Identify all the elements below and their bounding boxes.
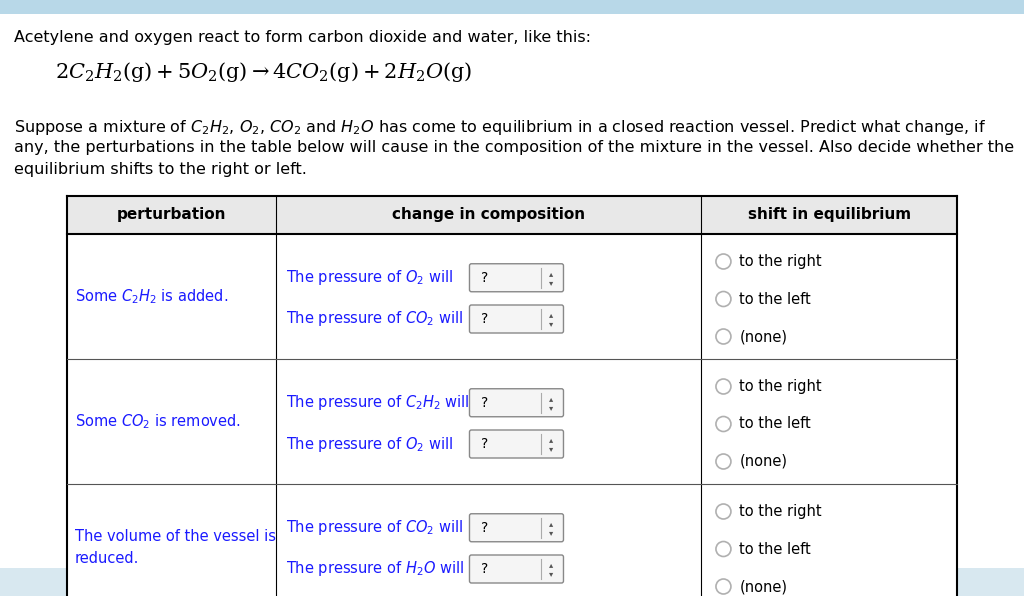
Text: ▾: ▾ [549,528,554,537]
Text: to the right: to the right [739,504,822,519]
FancyBboxPatch shape [469,430,563,458]
FancyBboxPatch shape [469,264,563,292]
Text: (none): (none) [739,454,787,469]
Text: ?: ? [481,521,488,535]
FancyBboxPatch shape [469,305,563,333]
Text: Some $C_2H_2$ is added.: Some $C_2H_2$ is added. [75,287,227,306]
Text: The pressure of $CO_2$ will: The pressure of $CO_2$ will [287,309,464,328]
Bar [67,484,957,596]
Text: ▴: ▴ [549,394,554,403]
Text: ▾: ▾ [549,570,554,579]
Circle shape [716,329,731,344]
FancyBboxPatch shape [469,389,563,417]
Bar [67,196,957,234]
Text: ?: ? [481,271,488,285]
Text: The pressure of $H_2O$ will: The pressure of $H_2O$ will [287,560,465,579]
Text: Acetylene and oxygen react to form carbon dioxide and water, like this:: Acetylene and oxygen react to form carbo… [14,30,591,45]
Text: The pressure of $C_2H_2$ will: The pressure of $C_2H_2$ will [287,393,470,412]
Bar [0,0,1024,14]
Text: ▾: ▾ [549,319,554,328]
Text: ▴: ▴ [549,311,554,319]
Bar [67,359,957,484]
Text: change in composition: change in composition [392,207,586,222]
Text: reduced.: reduced. [75,551,139,566]
Circle shape [716,417,731,432]
Text: to the left: to the left [739,542,811,557]
Circle shape [716,291,731,306]
Text: The volume of the vessel is: The volume of the vessel is [75,529,275,544]
Text: Suppose a mixture of $C_2H_2$, $O_2$, $CO_2$ and $H_2O$ has come to equilibrium : Suppose a mixture of $C_2H_2$, $O_2$, $C… [14,118,986,137]
Text: The pressure of $O_2$ will: The pressure of $O_2$ will [287,268,454,287]
FancyBboxPatch shape [469,555,563,583]
Text: Some $CO_2$ is removed.: Some $CO_2$ is removed. [75,412,241,431]
Bar [0,568,1024,596]
Text: to the right: to the right [739,379,822,394]
Circle shape [716,504,731,519]
Text: ?: ? [481,312,488,326]
Text: ?: ? [481,437,488,451]
Text: to the left: to the left [739,417,811,432]
Text: The pressure of $O_2$ will: The pressure of $O_2$ will [287,434,454,454]
Text: to the right: to the right [739,254,822,269]
Text: ?: ? [481,562,488,576]
Text: (none): (none) [739,329,787,344]
Circle shape [716,542,731,557]
Circle shape [716,379,731,394]
Text: The pressure of $CO_2$ will: The pressure of $CO_2$ will [287,519,464,537]
Circle shape [716,579,731,594]
Text: shift in equilibrium: shift in equilibrium [748,207,911,222]
Text: $2C_2H_2\mathrm{(g)}+5O_2\mathrm{(g)} \rightarrow 4CO_2\mathrm{(g)}+2H_2O\mathrm: $2C_2H_2\mathrm{(g)}+5O_2\mathrm{(g)} \r… [55,60,472,84]
Text: ▴: ▴ [549,560,554,570]
Text: any, the perturbations in the table below will cause in the composition of the m: any, the perturbations in the table belo… [14,140,1014,155]
Circle shape [716,254,731,269]
Text: perturbation: perturbation [117,207,226,222]
FancyBboxPatch shape [469,514,563,542]
Text: ?: ? [481,396,488,410]
Text: ▾: ▾ [549,403,554,412]
Circle shape [716,454,731,469]
Text: ▾: ▾ [549,278,554,287]
Text: ▴: ▴ [549,436,554,445]
Text: (none): (none) [739,579,787,594]
Text: to the left: to the left [739,291,811,306]
Text: ▴: ▴ [549,519,554,528]
Text: ▾: ▾ [549,445,554,454]
Text: ▴: ▴ [549,269,554,278]
Text: equilibrium shifts to the right or left.: equilibrium shifts to the right or left. [14,162,307,177]
Bar [67,234,957,359]
